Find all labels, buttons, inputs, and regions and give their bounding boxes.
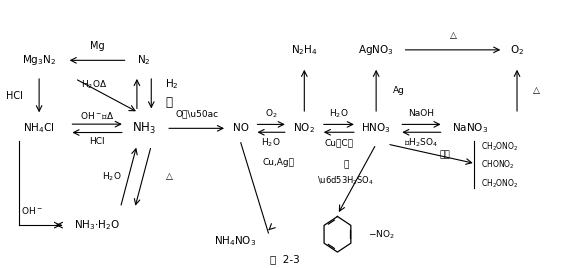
Text: O$_2$: O$_2$ [510,43,524,57]
Text: OH$^-$，$\Delta$: OH$^-$，$\Delta$ [80,110,114,121]
Text: Ag: Ag [393,86,404,95]
Text: O，\u50ac: O，\u50ac [175,109,218,118]
Text: N$_2$: N$_2$ [137,53,151,67]
Text: 图  2-3: 图 2-3 [270,254,300,264]
Text: CH$_2$ONO$_2$: CH$_2$ONO$_2$ [481,140,518,153]
Text: 苯: 苯 [343,161,349,169]
Text: 催: 催 [165,96,172,109]
Text: H$_2$O: H$_2$O [261,136,281,149]
Text: AgNO$_3$: AgNO$_3$ [358,43,394,57]
Text: NO: NO [233,123,249,133]
Text: △: △ [166,172,173,181]
Text: O$_2$: O$_2$ [265,108,277,120]
Text: H$_2$O$\Delta$: H$_2$O$\Delta$ [81,79,108,91]
Text: H$_2$O: H$_2$O [103,170,122,183]
Text: H$_2$O: H$_2$O [329,108,349,120]
Text: NH$_3$$\cdot$H$_2$O: NH$_3$$\cdot$H$_2$O [74,218,120,232]
Text: Cu，C浓: Cu，C浓 [324,138,353,147]
Text: \u6d53H$_2$SO$_4$: \u6d53H$_2$SO$_4$ [318,174,374,187]
Text: HNO$_3$: HNO$_3$ [361,121,391,135]
Text: △: △ [532,86,539,95]
Text: NO$_2$: NO$_2$ [293,121,315,135]
Text: Cu,Ag稀: Cu,Ag稀 [263,158,295,167]
Text: NH$_4$Cl: NH$_4$Cl [23,121,55,135]
Text: 浓H$_2$SO$_4$: 浓H$_2$SO$_4$ [404,136,439,149]
Text: NaNO$_3$: NaNO$_3$ [452,121,488,135]
Text: NH$_3$: NH$_3$ [132,121,156,136]
Text: NaOH: NaOH [408,109,434,118]
Text: N$_2$H$_4$: N$_2$H$_4$ [291,43,318,57]
Text: $-$NO$_2$: $-$NO$_2$ [368,228,395,240]
Text: 甘油: 甘油 [440,150,451,159]
Text: CHONO$_2$: CHONO$_2$ [481,159,515,171]
Text: HCl: HCl [89,137,105,146]
Text: HCl: HCl [6,91,23,101]
Text: Mg$_3$N$_2$: Mg$_3$N$_2$ [22,53,56,67]
Text: OH$^-$: OH$^-$ [21,205,43,216]
Text: Mg: Mg [90,41,104,51]
Text: △: △ [450,31,456,40]
Text: CH$_2$ONO$_2$: CH$_2$ONO$_2$ [481,177,518,189]
Text: H$_2$: H$_2$ [165,77,179,91]
Text: NH$_4$NO$_3$: NH$_4$NO$_3$ [214,234,257,248]
